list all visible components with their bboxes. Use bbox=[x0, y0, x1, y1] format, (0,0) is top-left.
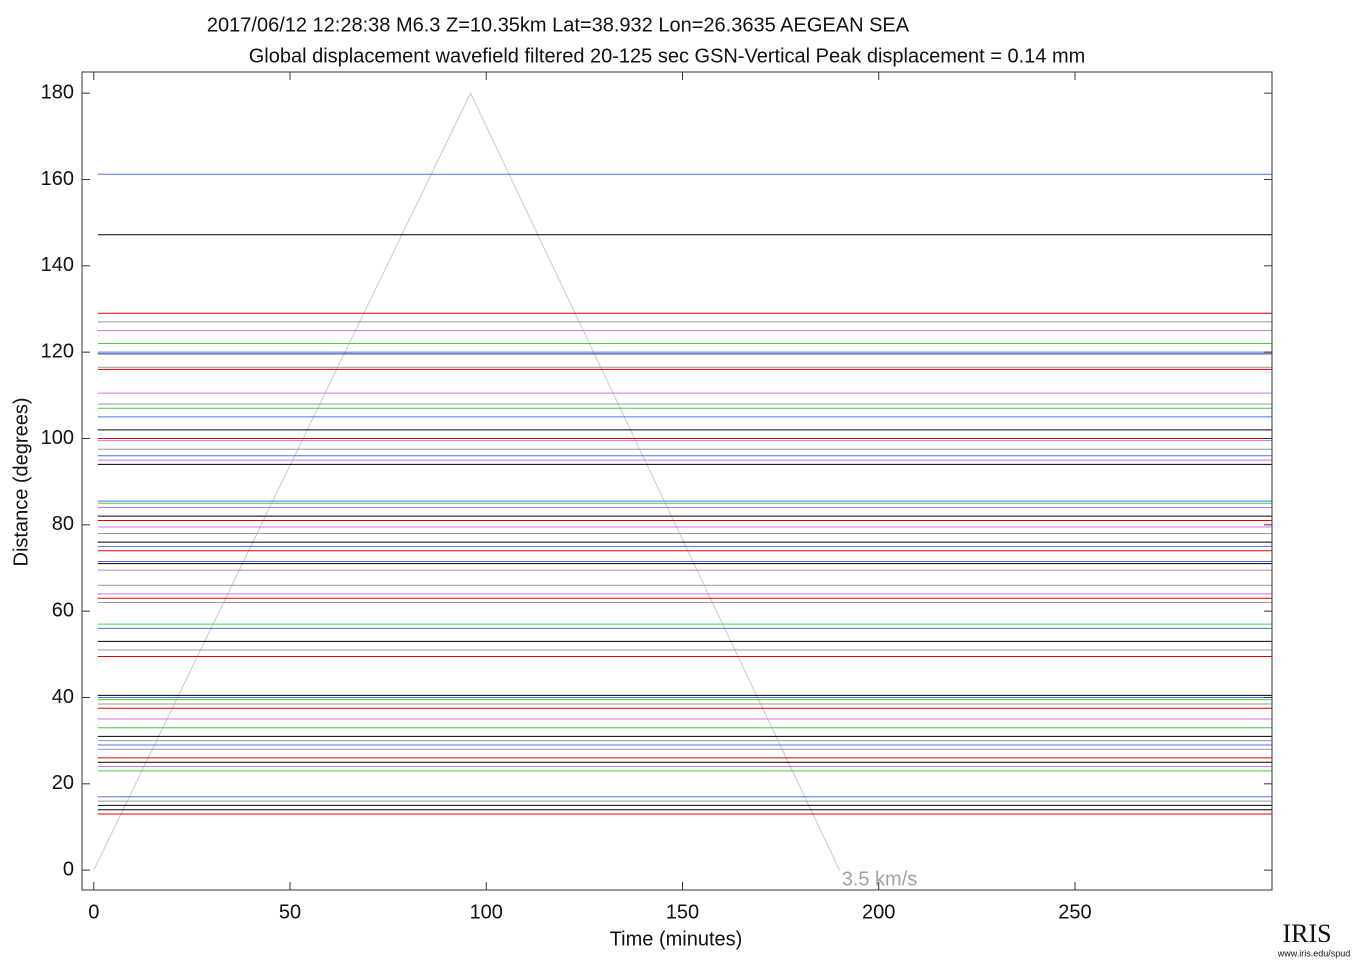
logo-url: www.iris.edu/spud bbox=[1277, 948, 1351, 958]
reference-label: 3.5 km/s bbox=[842, 868, 918, 890]
reference-line bbox=[93, 91, 840, 871]
chart-title: 2017/06/12 12:28:38 M6.3 Z=10.35km Lat=3… bbox=[207, 14, 910, 36]
y-tick-label: 180 bbox=[41, 81, 74, 103]
x-axis-label: Time (minutes) bbox=[610, 928, 743, 950]
x-tick-label: 0 bbox=[88, 901, 99, 923]
y-axis-label: Distance (degrees) bbox=[10, 398, 32, 567]
x-tick-label: 150 bbox=[666, 901, 699, 923]
y-tick-label: 100 bbox=[41, 427, 74, 449]
logo: IRIS bbox=[1282, 919, 1331, 948]
y-tick-label: 0 bbox=[63, 858, 74, 880]
y-tick-label: 120 bbox=[41, 340, 74, 362]
y-tick-label: 60 bbox=[52, 599, 74, 621]
y-tick-label: 160 bbox=[41, 168, 74, 190]
y-tick-label: 20 bbox=[52, 772, 74, 794]
y-tick-label: 40 bbox=[52, 686, 74, 708]
y-tick-label: 140 bbox=[41, 254, 74, 276]
x-tick-label: 250 bbox=[1058, 901, 1091, 923]
x-tick-label: 50 bbox=[279, 901, 301, 923]
x-tick-label: 200 bbox=[862, 901, 895, 923]
chart-subtitle: Global displacement wavefield filtered 2… bbox=[249, 45, 1086, 67]
y-tick-label: 80 bbox=[52, 513, 74, 535]
x-tick-label: 100 bbox=[470, 901, 503, 923]
plot-frame bbox=[81, 71, 1273, 891]
